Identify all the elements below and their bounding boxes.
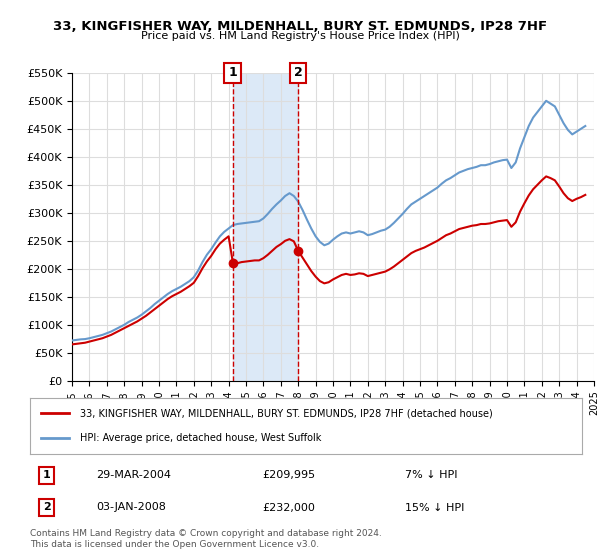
Text: £232,000: £232,000 xyxy=(262,502,315,512)
Text: £209,995: £209,995 xyxy=(262,470,315,480)
Text: 33, KINGFISHER WAY, MILDENHALL, BURY ST. EDMUNDS, IP28 7HF: 33, KINGFISHER WAY, MILDENHALL, BURY ST.… xyxy=(53,20,547,32)
Text: 2: 2 xyxy=(294,66,303,80)
Text: 29-MAR-2004: 29-MAR-2004 xyxy=(96,470,171,480)
Bar xyxy=(233,73,298,381)
Text: 15% ↓ HPI: 15% ↓ HPI xyxy=(406,502,465,512)
Text: 1: 1 xyxy=(43,470,50,480)
Text: Contains HM Land Registry data © Crown copyright and database right 2024.: Contains HM Land Registry data © Crown c… xyxy=(30,529,382,538)
Text: 7% ↓ HPI: 7% ↓ HPI xyxy=(406,470,458,480)
Text: 1: 1 xyxy=(228,66,237,80)
Text: HPI: Average price, detached house, West Suffolk: HPI: Average price, detached house, West… xyxy=(80,433,321,443)
Text: Price paid vs. HM Land Registry's House Price Index (HPI): Price paid vs. HM Land Registry's House … xyxy=(140,31,460,41)
Text: 03-JAN-2008: 03-JAN-2008 xyxy=(96,502,166,512)
Text: This data is licensed under the Open Government Licence v3.0.: This data is licensed under the Open Gov… xyxy=(30,540,319,549)
Text: 2: 2 xyxy=(43,502,50,512)
Text: 33, KINGFISHER WAY, MILDENHALL, BURY ST. EDMUNDS, IP28 7HF (detached house): 33, KINGFISHER WAY, MILDENHALL, BURY ST.… xyxy=(80,408,493,418)
